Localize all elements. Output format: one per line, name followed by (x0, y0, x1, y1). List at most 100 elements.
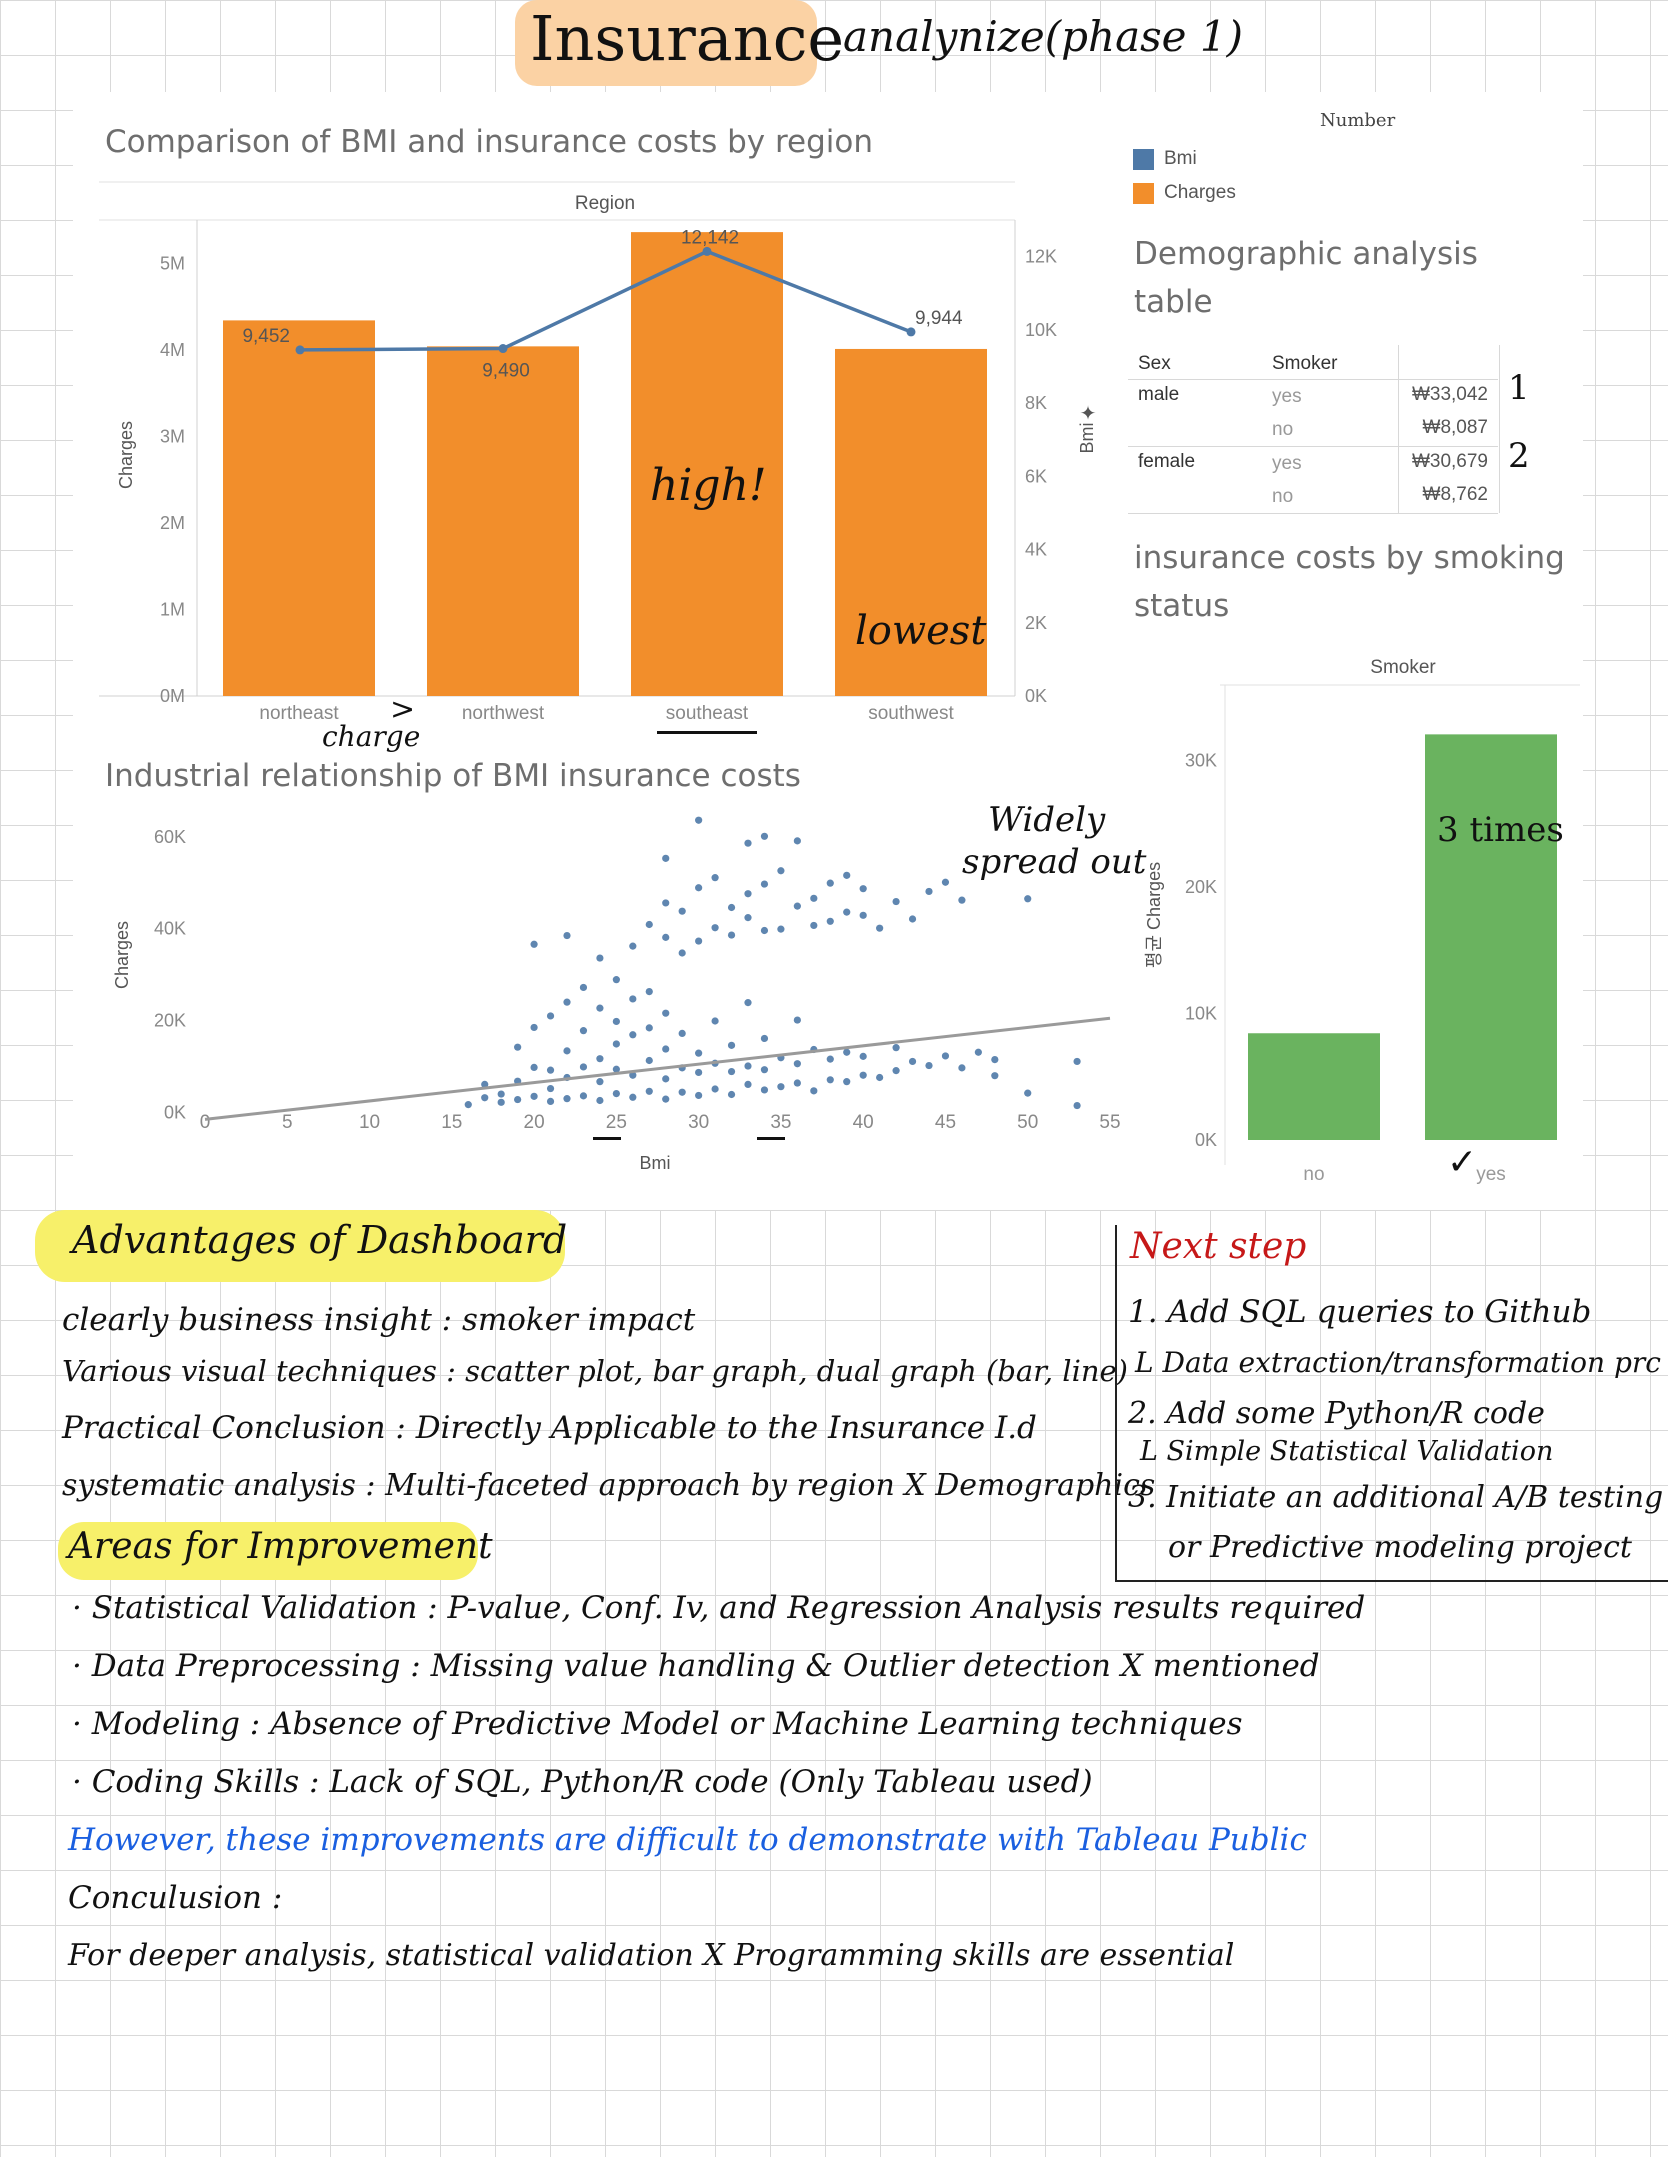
next-step-item: 2. Add some Python/R code (1128, 1396, 1545, 1431)
smoking-category-labels: no yes (1303, 1164, 1505, 1185)
scatter-trend-line (204, 1016, 1111, 1121)
scatter-point (579, 1092, 588, 1100)
scatter-y-ticks: 0K 20K 40K 60K (154, 827, 186, 1123)
scatter-point (530, 940, 538, 948)
scatter-point (826, 1055, 834, 1063)
scatter-point (958, 1064, 966, 1072)
scatter-point (563, 1047, 571, 1055)
y-right-tick: 12K (1025, 247, 1057, 267)
note-3-times: 3 times (1437, 810, 1564, 850)
scatter-point (892, 1067, 900, 1075)
conclusion-text: For deeper analysis, statistical validat… (68, 1938, 1235, 1973)
y-left-tick: 1M (160, 599, 185, 619)
scatter-point (1024, 1089, 1032, 1097)
y-left-tick: 0M (160, 686, 185, 706)
scatter-x-tick: 0 (200, 1112, 211, 1133)
scatter-point (760, 1034, 769, 1043)
scatter-point (530, 1092, 538, 1100)
improvement-highlight (58, 1522, 478, 1580)
bmi-point (702, 246, 712, 256)
bmi-data-label: 9,944 (915, 308, 963, 329)
improvement-item: · Data Preprocessing : Missing value han… (72, 1648, 1320, 1684)
scatter-point (744, 999, 752, 1007)
demo-value: ₩33,042 (1411, 384, 1488, 405)
scatter-point (645, 1024, 653, 1032)
scatter-y-tick: 60K (154, 827, 186, 847)
smoking-y-tick: 0K (1195, 1130, 1217, 1150)
scatter-point (941, 878, 950, 886)
scatter-point (645, 1056, 653, 1065)
scatter-point (695, 884, 703, 892)
next-step-item: 3. Initiate an additional A/B testing (1128, 1480, 1664, 1515)
smoking-y-tick: 10K (1185, 1003, 1217, 1023)
legend-swatch-charges (1133, 182, 1154, 204)
page-title: Insurance (530, 2, 845, 75)
legend-label-bmi: Bmi (1164, 148, 1197, 169)
scatter-point (760, 880, 769, 888)
scatter-point (810, 1087, 818, 1095)
page-subtitle: analynize(phase 1) (843, 12, 1243, 61)
bmi-line: 9,452 9,490 12,142 9,944 ✦ (242, 227, 1096, 425)
smoking-y-tick: 30K (1185, 750, 1217, 770)
bmi-data-label: 9,490 (482, 361, 530, 382)
scatter-point (662, 1009, 670, 1017)
demo-table-rule-bottom (1128, 513, 1498, 514)
scatter-point (711, 1085, 719, 1093)
category-label: southeast (666, 703, 749, 724)
scatter-point (727, 1067, 736, 1076)
however-note: However, these improvements are difficul… (68, 1822, 1307, 1858)
scatter-point (612, 1017, 620, 1026)
scatter-point (727, 903, 736, 912)
scatter-point (826, 1076, 834, 1084)
demo-table-title-2: table (1134, 284, 1213, 320)
smoking-category-label: yes (1476, 1164, 1506, 1185)
scatter-x-tick: 45 (935, 1112, 956, 1133)
scatter-point (859, 1071, 867, 1079)
bmi-point (295, 345, 305, 355)
bmi-data-label: 9,452 (242, 326, 290, 347)
scatter-point (596, 1078, 604, 1086)
bmi-point (498, 344, 508, 354)
scatter-point (481, 1080, 489, 1089)
scatter-x-tick: 50 (1017, 1112, 1038, 1133)
demo-row: no ₩8,762 (1128, 479, 1498, 512)
y-left-tick: 2M (160, 513, 185, 533)
demo-value: ₩8,087 (1422, 417, 1488, 438)
demo-sex: male (1138, 384, 1180, 405)
scatter-point (546, 1012, 555, 1020)
scatter-point (695, 1091, 703, 1100)
scatter-point (793, 1079, 801, 1087)
scatter-point (629, 942, 637, 950)
scatter-point (810, 921, 818, 930)
scatter-point (464, 1101, 472, 1109)
scatter-point (497, 1098, 505, 1106)
scatter-point (744, 1062, 752, 1070)
improvement-item: · Modeling : Absence of Predictive Model… (72, 1706, 1243, 1742)
y-left-ticks: 0M 1M 2M 3M 4M 5M (160, 253, 185, 706)
scatter-point (596, 1096, 604, 1105)
scatter-point (629, 1031, 637, 1039)
scatter-point (760, 1086, 769, 1094)
scatter-point (974, 1048, 982, 1056)
y-right-tick: 6K (1025, 466, 1047, 486)
check-mark: ✓ (1447, 1142, 1478, 1183)
scatter-x-label: Bmi (640, 1153, 671, 1173)
note-lowest: lowest (855, 608, 987, 654)
advantage-item: clearly business insight : smoker impact (62, 1302, 696, 1338)
scatter-title: Industrial relationship of BMI insurance… (105, 758, 801, 794)
scatter-point (727, 1041, 736, 1049)
scatter-point (563, 998, 571, 1006)
scatter-point (908, 915, 917, 923)
scatter-point (941, 1052, 950, 1060)
scatter-x-tick: 35 (770, 1112, 791, 1133)
scatter-point (481, 1094, 489, 1102)
y-right-axis-label: Bmi (1077, 423, 1097, 454)
tick-25-underline (593, 1137, 621, 1140)
scatter-point (810, 894, 818, 902)
improvement-item: · Coding Skills : Lack of SQL, Python/R … (72, 1764, 1093, 1800)
scatter-x-tick: 20 (524, 1112, 545, 1133)
scatter-point (991, 1055, 999, 1064)
scatter-point (645, 920, 653, 929)
legend-swatch-bmi (1133, 148, 1154, 170)
scatter-point (678, 907, 686, 915)
